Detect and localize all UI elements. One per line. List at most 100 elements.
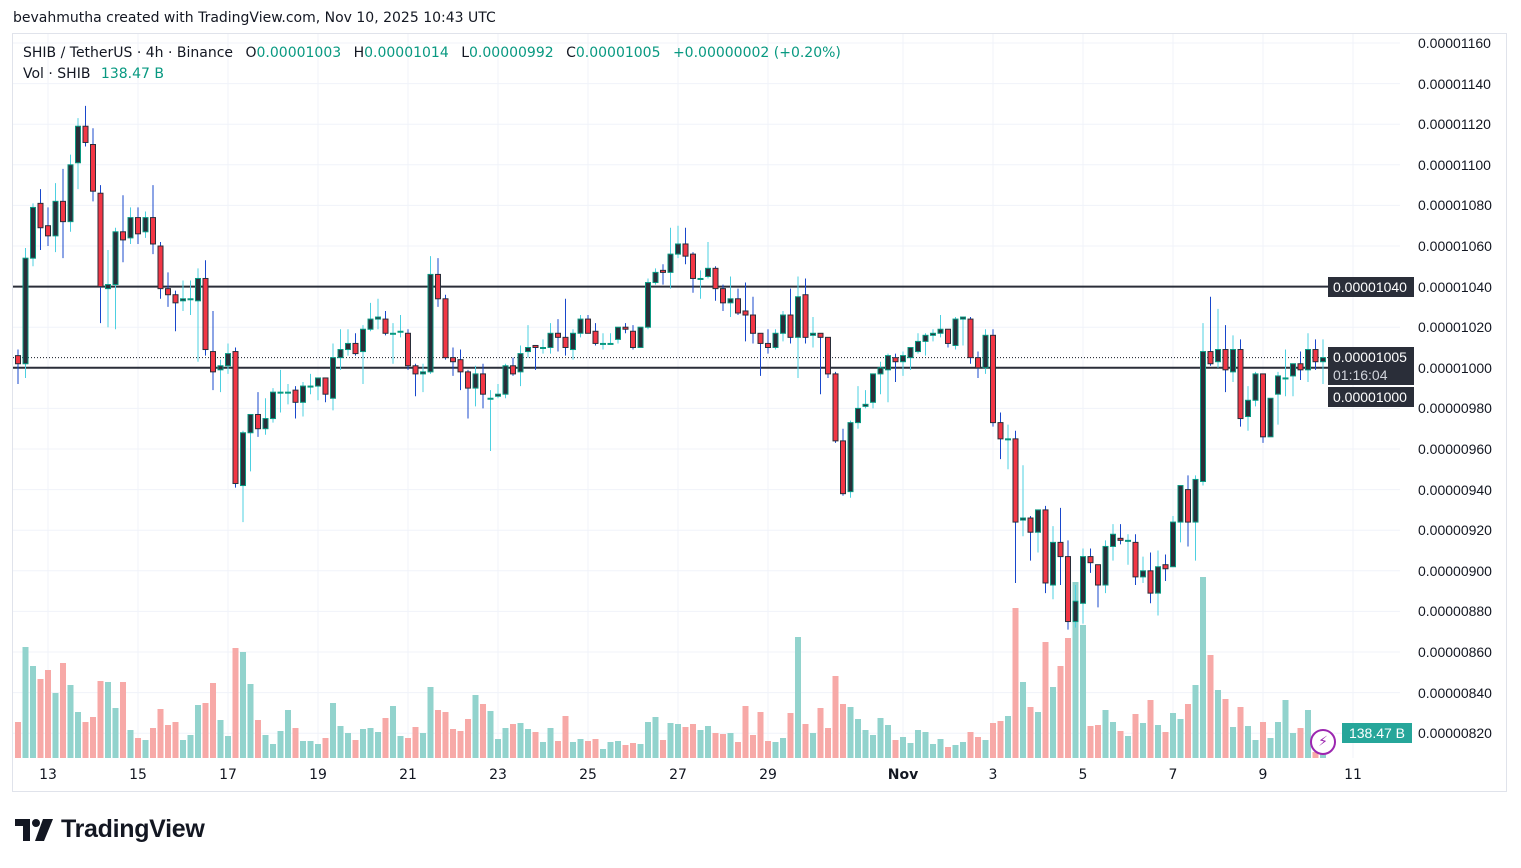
volume-bar <box>412 727 419 758</box>
candle-body <box>1020 517 1026 521</box>
candle-body <box>1027 517 1034 533</box>
y-tick-label: 0.00000980 <box>1418 400 1492 417</box>
volume-bar <box>322 738 329 758</box>
candle-body <box>315 377 321 387</box>
candle-body <box>60 200 66 223</box>
candle-body <box>525 347 531 353</box>
candle-up <box>885 353 891 403</box>
candle-down <box>120 195 126 263</box>
candle-body <box>1282 377 1289 380</box>
symbol-title[interactable]: SHIB / TetherUS · 4h · Binance <box>23 45 234 61</box>
candle-body <box>277 391 284 394</box>
lightning-icon[interactable]: ⚡︎ <box>1310 729 1336 755</box>
candle-up <box>105 250 111 328</box>
volume-bar <box>1140 723 1146 758</box>
candle-down <box>480 363 486 409</box>
volume-bar <box>1065 638 1071 758</box>
candle-body <box>127 217 134 239</box>
volume-bar <box>645 722 651 758</box>
candle-body <box>997 422 1004 440</box>
x-tick-label: 3 <box>988 767 998 783</box>
open-label: O <box>245 45 257 61</box>
candle-up <box>277 369 284 413</box>
candle-body <box>682 243 689 257</box>
candle-down <box>1027 515 1034 561</box>
candle-body <box>930 332 936 336</box>
x-tick-label: 21 <box>399 767 417 783</box>
volume-bar <box>472 695 479 758</box>
candle-body <box>367 318 374 330</box>
volume-bar <box>255 720 261 758</box>
volume-bar <box>697 730 704 758</box>
volume-bar <box>1050 687 1056 758</box>
candle-down <box>457 349 464 391</box>
x-tick-label: 29 <box>759 767 777 783</box>
candle-down <box>757 332 764 376</box>
volume-bar <box>15 722 21 758</box>
candle-up <box>615 326 621 344</box>
candle-up <box>112 227 119 330</box>
x-tick-label: 19 <box>309 767 327 783</box>
volume-bar <box>457 731 464 758</box>
candle-down <box>735 288 741 316</box>
volume-bar <box>892 740 899 758</box>
candle-body <box>1057 541 1064 558</box>
candle-body <box>435 273 441 300</box>
candle-body <box>892 357 899 363</box>
candle-up <box>847 420 854 498</box>
volume-bar <box>270 744 276 758</box>
candle-down <box>157 241 164 299</box>
candle-up <box>930 329 936 342</box>
volume-bar <box>150 728 156 758</box>
volume-bar <box>720 734 726 758</box>
candle-body <box>990 334 996 424</box>
candle-body <box>1125 539 1131 542</box>
volume-bar <box>877 718 884 758</box>
candle-down <box>322 377 329 403</box>
candle-body <box>877 367 884 375</box>
candle-body <box>540 347 546 349</box>
volume-bar <box>22 647 29 758</box>
volume-bar <box>1237 707 1244 758</box>
candle-up <box>1177 485 1184 543</box>
close-label: C <box>566 45 576 61</box>
candle-up <box>75 118 81 190</box>
candle-up <box>862 390 869 409</box>
candle-body <box>135 217 141 235</box>
candle-body <box>765 342 771 349</box>
candle-body <box>652 271 659 284</box>
volume-bar <box>1215 690 1221 758</box>
candle-up <box>1110 524 1116 561</box>
volume-value: 138.47 B <box>100 66 164 82</box>
candle-down <box>1042 505 1049 594</box>
candle-body <box>1147 570 1154 594</box>
ohlc-row: SHIB / TetherUS · 4h · Binance O0.000010… <box>23 45 841 66</box>
open-value: 0.00001003 <box>256 45 342 61</box>
volume-bar <box>120 682 126 758</box>
candle-down <box>1162 554 1169 581</box>
candle-body <box>1230 349 1236 373</box>
candle-up <box>180 280 186 311</box>
candle-body <box>210 351 216 373</box>
volume-title[interactable]: Vol · SHIB <box>23 66 91 82</box>
volume-bar <box>510 724 516 758</box>
y-tick-label: 0.00001040 <box>1418 278 1492 295</box>
candle-body <box>52 200 59 237</box>
candle-body <box>622 326 629 330</box>
candle-up <box>855 386 861 429</box>
candle-down <box>135 207 141 244</box>
candle-body <box>1087 556 1094 564</box>
candle-body <box>757 332 764 344</box>
candle-body <box>300 385 306 403</box>
candle-down <box>202 260 209 356</box>
volume-bar <box>577 739 584 758</box>
horizontal-lines[interactable] <box>13 285 1400 369</box>
volume-bar <box>967 732 974 758</box>
volume-bar <box>742 706 749 758</box>
candle-body <box>1200 351 1206 482</box>
candle-body <box>75 125 81 164</box>
candle-body <box>1072 600 1079 623</box>
volume-bar <box>667 723 674 758</box>
candle-body <box>855 407 861 424</box>
